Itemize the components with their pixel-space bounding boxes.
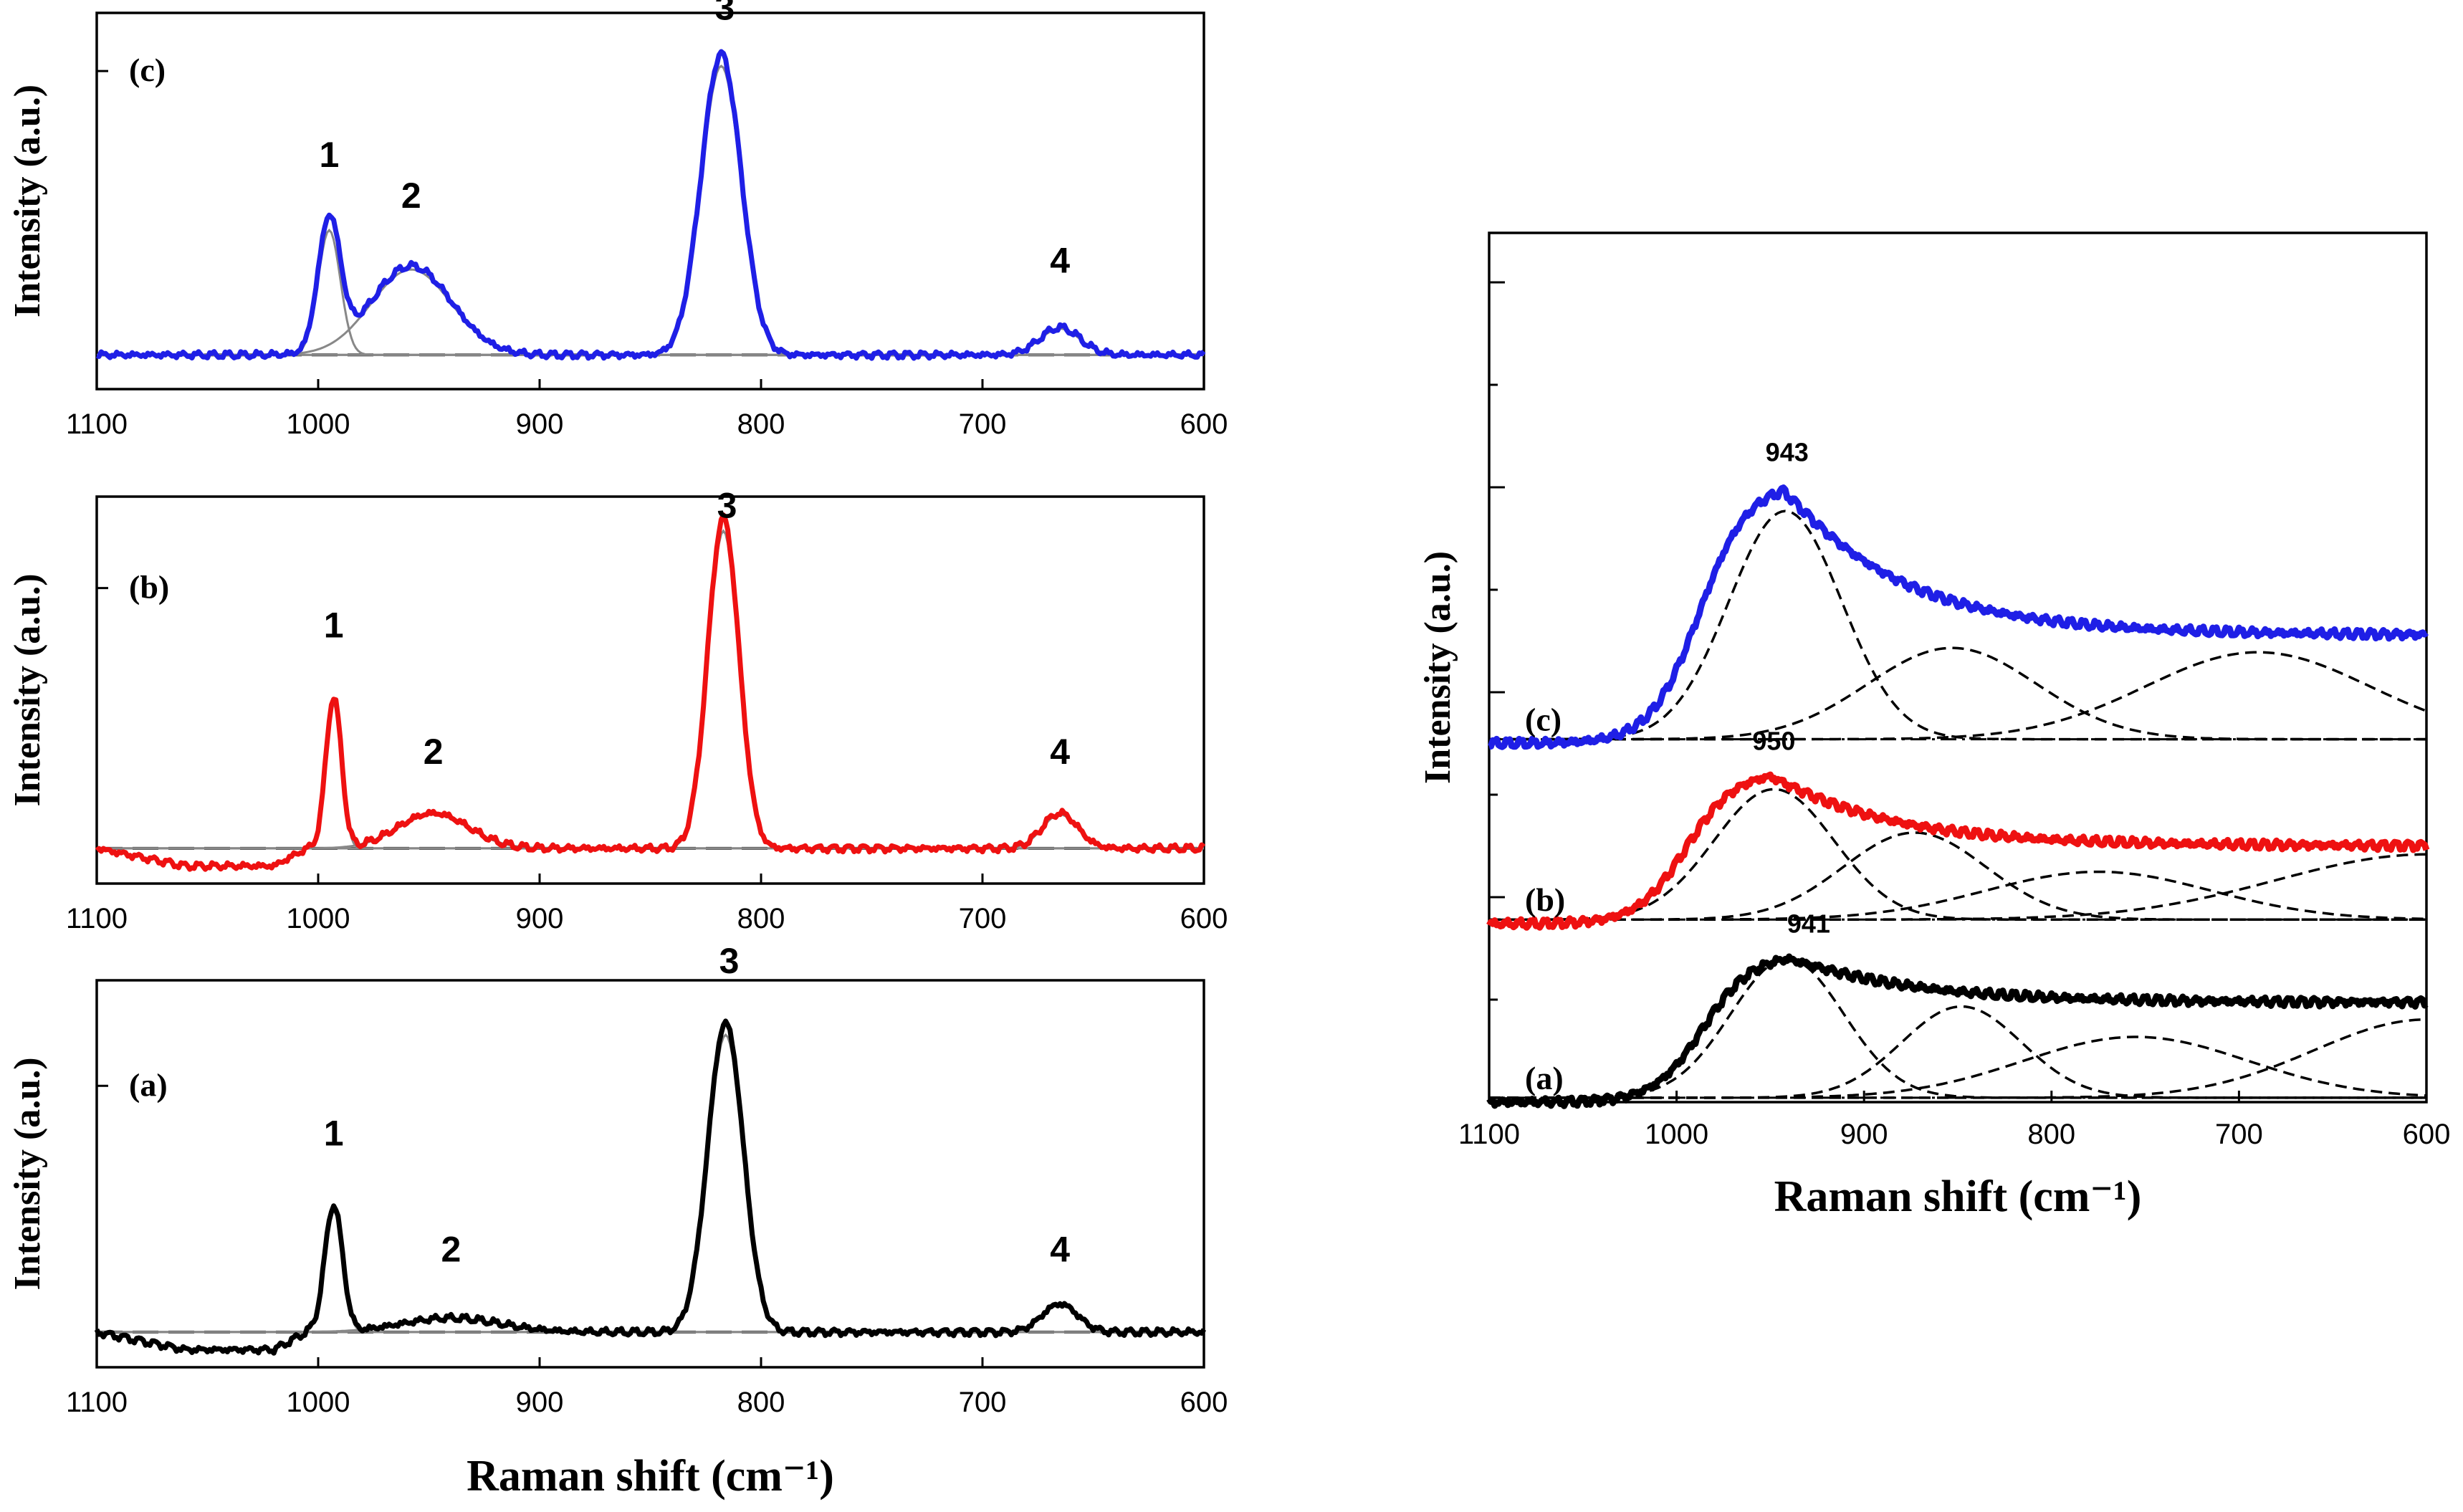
- x-tick-label: 1000: [1645, 1119, 1708, 1150]
- x-axis-title: Raman shift (cm⁻¹): [467, 1452, 834, 1501]
- x-tick-label: 800: [737, 408, 785, 440]
- fit-component-dashed: [1489, 509, 2426, 741]
- x-tick-label: 900: [1840, 1119, 1888, 1150]
- x-tick-label: 900: [516, 903, 564, 934]
- measured-spectrum-line: [1486, 953, 2429, 1109]
- x-tick-label: 600: [1180, 408, 1228, 440]
- peak-label-1: 1: [320, 135, 340, 175]
- x-tick-label: 700: [2215, 1119, 2263, 1150]
- fit-component-curve: [97, 700, 1204, 850]
- x-tick-label: 800: [737, 1387, 785, 1418]
- plot-frame: [95, 495, 1205, 885]
- x-tick-label: 900: [516, 1387, 564, 1418]
- fit-component-dashed: [1489, 870, 2427, 922]
- peak-label-4: 4: [1050, 1230, 1070, 1270]
- deconvolution-panel: 1100 1000 900 800 700 600 Raman shift (cm⁻¹) In…: [1417, 231, 2451, 1221]
- x-tick-label: 700: [959, 1387, 1007, 1418]
- series-c: 943 (c): [1488, 437, 2429, 750]
- fit-component-dashed: [1489, 1035, 2427, 1099]
- y-axis-title: Intensity (a.u.): [7, 85, 48, 317]
- fit-component-dashed: [1489, 646, 2426, 741]
- y-axis-title: Intensity (a.u.): [7, 573, 48, 806]
- fit-component-curve: [97, 64, 1204, 356]
- series-label: (b): [1525, 881, 1565, 918]
- x-tick-label: 800: [2027, 1119, 2075, 1150]
- peak-label-2: 2: [401, 176, 421, 216]
- measured-spectrum-line: [96, 49, 1206, 361]
- x-tick-label: 1000: [287, 1387, 350, 1418]
- x-tick-label: 600: [1180, 903, 1228, 934]
- x-tick-label: 800: [737, 903, 785, 934]
- peak-label-2: 2: [441, 1230, 461, 1270]
- fit-component-dashed: [1489, 1018, 2426, 1099]
- measured-spectrum-line: [94, 1018, 1207, 1356]
- x-tick-label: 1100: [1458, 1119, 1520, 1150]
- peak-label-2: 2: [424, 732, 444, 772]
- peak-label-1: 1: [324, 1114, 344, 1154]
- x-tick-label: 1100: [66, 408, 128, 440]
- fit-component-dashed: [1489, 853, 2426, 922]
- fit-component-dashed: [1489, 1005, 2426, 1099]
- fit-component-curve: [97, 228, 1204, 356]
- spectrum-panel-a: 1100 1000 900 800 700 600 Intensity (a.u.) (a) 1…: [7, 941, 1228, 1501]
- peak-position-label: 943: [1766, 437, 1809, 466]
- peak-position-label: 950: [1752, 727, 1795, 756]
- peak-label-4: 4: [1050, 732, 1070, 772]
- peak-label-1: 1: [324, 605, 344, 645]
- peak-label-3: 3: [714, 0, 735, 28]
- panel-label: (c): [129, 52, 166, 88]
- plot-frame: [95, 979, 1205, 1369]
- series-label: (a): [1525, 1060, 1564, 1096]
- peak-label-4: 4: [1050, 241, 1070, 281]
- y-axis-title: Intensity (a.u.): [1417, 551, 1458, 784]
- spectrum-panel-c: 1100 1000 900 800 700 600 Intensity (a.u.) (c) 1…: [7, 0, 1228, 440]
- fit-component-dashed: [1489, 651, 2427, 741]
- fit-component-curve: [97, 1208, 1204, 1334]
- x-axis-title: Raman shift (cm⁻¹): [1774, 1172, 2142, 1221]
- series-a: 941 (a): [1486, 909, 2429, 1109]
- fit-component-curve: [97, 1033, 1204, 1334]
- peak-label-3: 3: [717, 485, 737, 525]
- panel-label: (a): [129, 1066, 168, 1103]
- x-tick-label: 1100: [66, 1387, 128, 1418]
- x-tick-label: 700: [959, 408, 1007, 440]
- peak-label-3: 3: [719, 941, 740, 981]
- fit-component-dashed: [1489, 831, 2426, 922]
- plot-frame: [1488, 231, 2428, 1104]
- fit-component-curve: [97, 529, 1204, 850]
- x-tick-label: 600: [1180, 1387, 1228, 1418]
- fit-component-dashed: [1489, 957, 2426, 1099]
- spectrum-panel-b: 1100 1000 900 800 700 600 Intensity (a.u.) (b) 1…: [7, 485, 1228, 934]
- x-tick-label: 1100: [66, 903, 128, 934]
- plot-frame: [95, 11, 1205, 391]
- x-tick-label: 1000: [287, 408, 350, 440]
- x-tick-label: 600: [2403, 1119, 2451, 1150]
- x-tick-label: 1000: [287, 903, 350, 934]
- series-label: (c): [1525, 701, 1562, 737]
- fit-component-dashed: [1489, 788, 2426, 922]
- measured-spectrum-line: [1486, 771, 2430, 931]
- peak-position-label: 941: [1787, 909, 1830, 938]
- measured-spectrum-line: [1488, 484, 2429, 750]
- x-tick-label: 700: [959, 903, 1007, 934]
- y-axis-title: Intensity (a.u.): [7, 1057, 48, 1290]
- x-tick-label: 900: [516, 408, 564, 440]
- measured-spectrum-line: [95, 512, 1206, 872]
- panel-label: (b): [129, 569, 169, 606]
- series-b: 950 (b): [1486, 727, 2430, 931]
